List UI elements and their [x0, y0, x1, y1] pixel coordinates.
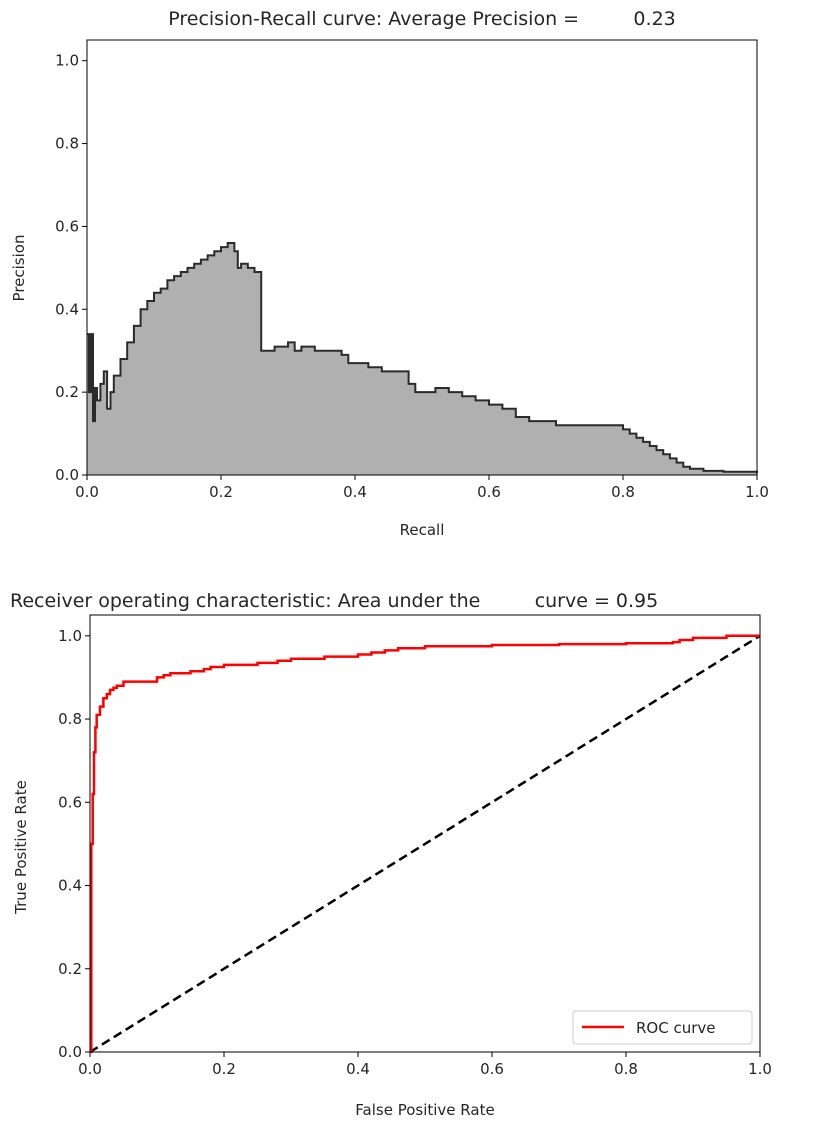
roc-chart: Receiver operating characteristic: Area … [10, 590, 772, 1119]
pr-y-tick-label: 0.6 [55, 217, 79, 235]
pr-x-axis-label: Recall [400, 521, 445, 539]
roc-legend-label: ROC curve [636, 1019, 716, 1037]
roc-y-tick-label: 1.0 [58, 627, 82, 645]
pr-x-tick-label: 0.4 [343, 483, 367, 501]
roc-y-tick-label: 0.2 [58, 960, 82, 978]
pr-y-tick-label: 0.2 [55, 383, 79, 401]
roc-chart-title: Receiver operating characteristic: Area … [10, 590, 658, 612]
pr-step-line [87, 242, 758, 473]
pr-x-tick-label: 0.6 [477, 483, 501, 501]
pr-chart-title: Precision-Recall curve: Average Precisio… [168, 8, 676, 30]
pr-x-tick-label: 0.2 [209, 483, 233, 501]
pr-y-tick-label: 0.4 [55, 300, 79, 318]
roc-x-tick-label: 0.6 [480, 1060, 504, 1078]
roc-y-tick-label: 0.4 [58, 877, 82, 895]
roc-legend-box [572, 1010, 753, 1045]
roc-y-axis-label: True Positive Rate [12, 780, 30, 915]
pr-y-tick-label: 0.0 [55, 466, 79, 484]
pr-x-tick-label: 0.0 [75, 483, 99, 501]
precision-recall-chart: Precision-Recall curve: Average Precisio… [10, 8, 769, 539]
roc-x-tick-label: 0.0 [78, 1060, 102, 1078]
pr-y-tick-label: 1.0 [55, 52, 79, 70]
pr-y-tick-label: 0.8 [55, 135, 79, 153]
pr-y-axis-label: Precision [10, 235, 28, 302]
roc-x-tick-label: 1.0 [748, 1060, 772, 1078]
pr-plot-area: 0.0 0.2 0.4 0.6 0.8 1.0 0.0 0.2 0.4 0.6 0.8 1.0 [55, 39, 769, 501]
roc-x-tick-label: 0.8 [614, 1060, 638, 1078]
pr-plot-frame [86, 39, 758, 476]
roc-plot-frame [89, 614, 761, 1053]
roc-curve-line [90, 634, 760, 1054]
roc-legend: ROC curve [572, 1010, 753, 1045]
pr-area-fill [87, 243, 757, 475]
roc-chance-line [89, 634, 761, 1054]
pr-x-tick-label: 1.0 [745, 483, 769, 501]
roc-y-tick-label: 0.6 [58, 793, 82, 811]
roc-x-axis-label: False Positive Rate [355, 1101, 494, 1119]
roc-y-tick-label: 0.8 [58, 710, 82, 728]
roc-x-tick-label: 0.2 [212, 1060, 236, 1078]
pr-x-tick-label: 0.8 [611, 483, 635, 501]
roc-plot-area: 0.0 0.2 0.4 0.6 0.8 1.0 0.0 0.2 0.4 0.6 0.8 1.0 ROC … [58, 614, 772, 1078]
roc-y-tick-label: 0.0 [58, 1043, 82, 1061]
roc-x-tick-label: 0.4 [346, 1060, 370, 1078]
